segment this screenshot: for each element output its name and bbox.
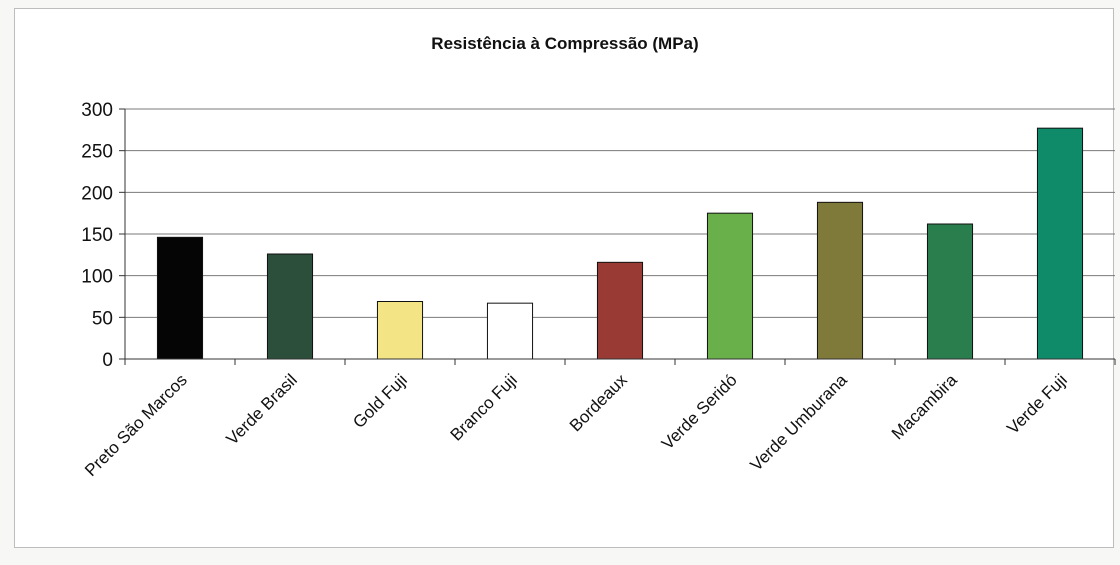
y-tick-label: 50 xyxy=(92,308,113,329)
x-tick-label: Branco Fuji xyxy=(447,370,521,444)
bar xyxy=(706,212,754,360)
bar xyxy=(926,223,974,360)
y-tick-label: 150 xyxy=(81,225,113,246)
x-tick-label: Gold Fuji xyxy=(349,370,411,432)
y-tick-label: 0 xyxy=(102,350,113,371)
x-tick-label: Macambira xyxy=(888,370,961,443)
bar xyxy=(156,236,204,360)
x-tick-label: Verde Seridó xyxy=(658,370,741,453)
bar-chart: Resistência à Compressão (MPa) 0 50 100 150… xyxy=(81,34,1116,480)
bar xyxy=(266,253,314,360)
x-tick-label: Bordeaux xyxy=(566,370,631,435)
x-tick-label: Preto São Marcos xyxy=(81,370,191,480)
bar xyxy=(596,261,644,360)
y-tick-label: 250 xyxy=(81,142,113,163)
bar xyxy=(376,301,424,360)
y-tick-label: 300 xyxy=(81,100,113,121)
x-tick-label: Verde Fuji xyxy=(1003,370,1071,438)
chart-frame: Resistência à Compressão (MPa) 0 50 100 150… xyxy=(14,8,1116,548)
bar xyxy=(816,201,864,360)
y-tick-label: 100 xyxy=(81,267,113,288)
x-tick-label: Verde Umburana xyxy=(747,370,852,475)
y-tick-label: 200 xyxy=(81,183,113,204)
chart-title: Resistência à Compressão (MPa) xyxy=(431,34,698,53)
x-tick-label: Verde Brasil xyxy=(223,370,301,448)
bar xyxy=(1036,127,1084,360)
bar xyxy=(486,302,534,360)
